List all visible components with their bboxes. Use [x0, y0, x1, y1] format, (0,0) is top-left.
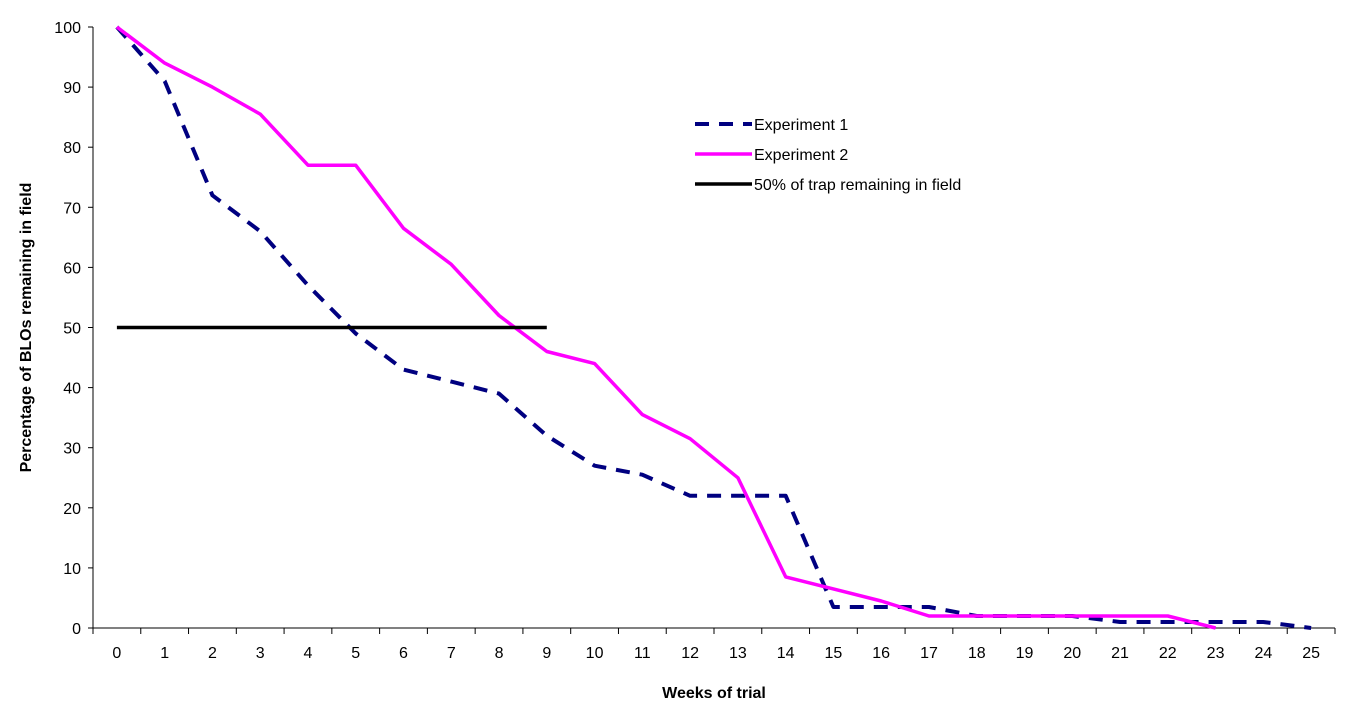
series-line-2: [115, 25, 1217, 630]
x-tick-label: 20: [1063, 645, 1081, 662]
y-tick-label: 60: [63, 260, 81, 277]
x-tick-label: 23: [1207, 645, 1225, 662]
x-tick-label: 11: [634, 645, 651, 662]
x-tick-label: 19: [1016, 645, 1034, 662]
x-tick-label: 4: [304, 645, 313, 662]
x-tick-label: 17: [920, 645, 938, 662]
x-tick-label: 2: [208, 645, 217, 662]
x-tick-label: 22: [1159, 645, 1177, 662]
legend-label-3: 50% of trap remaining in field: [754, 177, 961, 194]
x-tick-label: 6: [399, 645, 408, 662]
x-tick-label: 10: [586, 645, 604, 662]
y-tick-label: 80: [63, 140, 81, 157]
y-tick-label: 30: [63, 441, 81, 458]
y-axis-title: Percentage of BLOs remaining in field: [18, 183, 35, 473]
x-axis-title: Weeks of trial: [662, 685, 766, 702]
x-tick-label: 8: [495, 645, 504, 662]
x-tick-label: 1: [160, 645, 169, 662]
series-layer: [115, 25, 1312, 630]
x-tick-label: 24: [1254, 645, 1272, 662]
y-tick-label: 40: [63, 381, 81, 398]
x-tick-label: 13: [729, 645, 747, 662]
legend-label-1: Experiment 1: [754, 117, 848, 134]
x-tick-label: 5: [351, 645, 360, 662]
x-ticks: 0 1 2 3 4 5 6 7 8 9 10 11 12 13 14 15 16 17 18 19 20 21 22 23 24…: [92, 628, 1336, 662]
x-tick-label: 14: [777, 645, 795, 662]
series-line-1: [115, 25, 1312, 630]
y-ticks: 0 10 20 30 40 50 60 70 80 90 100: [54, 20, 93, 638]
y-tick-label: 90: [63, 80, 81, 97]
y-tick-label: 50: [63, 321, 81, 338]
x-tick-label: 12: [681, 645, 699, 662]
x-tick-label: 18: [968, 645, 986, 662]
x-tick-label: 0: [112, 645, 121, 662]
x-tick-label: 9: [542, 645, 551, 662]
y-tick-label: 70: [63, 200, 81, 217]
legend-label-2: Experiment 2: [754, 147, 848, 164]
x-tick-label: 21: [1111, 645, 1129, 662]
x-tick-label: 25: [1302, 645, 1320, 662]
x-tick-label: 16: [872, 645, 890, 662]
y-tick-label: 20: [63, 501, 81, 518]
legend: Experiment 1 Experiment 2 50% of trap rema…: [695, 117, 961, 194]
x-tick-label: 15: [825, 645, 843, 662]
y-tick-label: 10: [63, 561, 81, 578]
y-tick-label: 100: [54, 20, 81, 37]
y-tick-label: 0: [72, 621, 81, 638]
x-tick-label: 3: [256, 645, 265, 662]
x-tick-label: 7: [447, 645, 456, 662]
